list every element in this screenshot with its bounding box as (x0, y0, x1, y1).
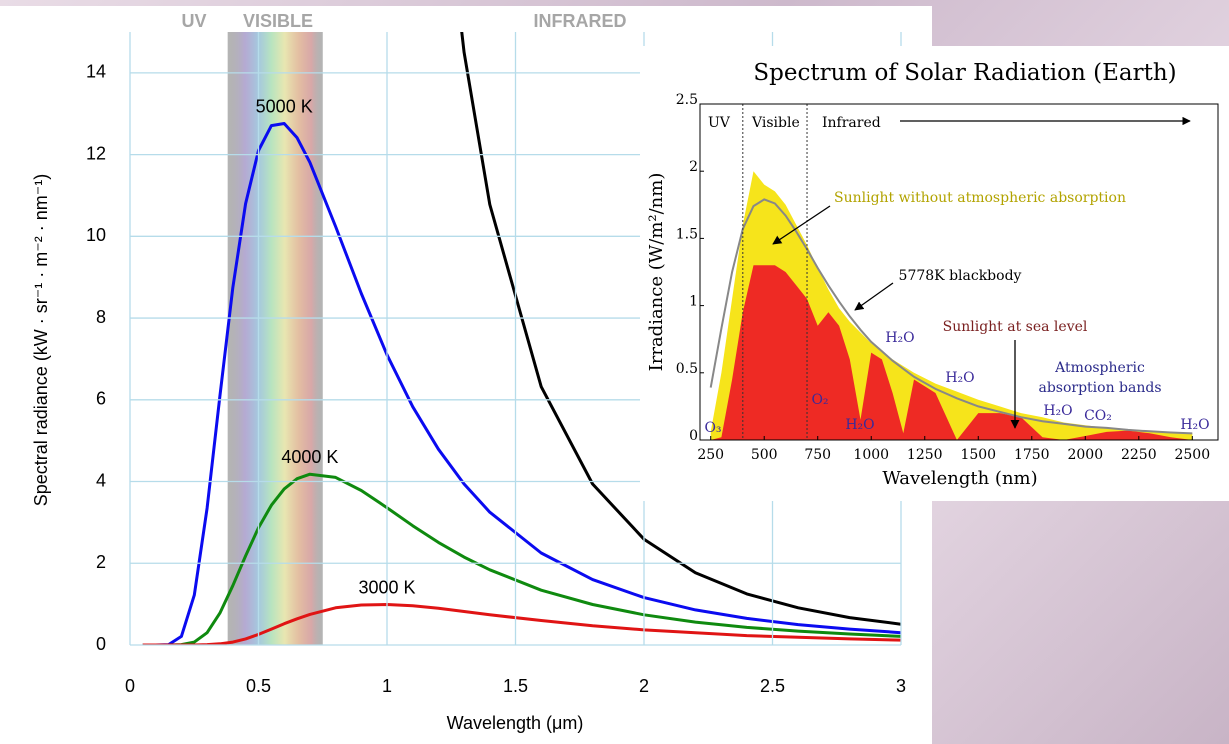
x-tick-label: 1 (382, 676, 392, 696)
y-tick-label: 0.5 (676, 361, 698, 377)
absorption-label: H₂O (1180, 417, 1209, 433)
x-tick-label: 1.5 (503, 676, 528, 696)
x-tick-label: 0.5 (246, 676, 271, 696)
band-note: absorption bands (1038, 380, 1161, 396)
x-tick-label: 2.5 (760, 676, 785, 696)
y-tick-label: 6 (96, 389, 106, 409)
absorption-label: H₂O (945, 370, 974, 386)
curve-label: 3000 K (358, 577, 415, 597)
curve-label: 5000 K (256, 96, 313, 116)
x-tick-label: 3 (896, 676, 906, 696)
y-tick-label: 0 (689, 428, 698, 444)
y-tick-label: 12 (86, 143, 106, 163)
region-label: UV (181, 11, 206, 31)
region-label: Visible (751, 115, 800, 131)
curve (142, 472, 901, 645)
y-axis-label: Irradiance (W/m²/nm) (646, 173, 667, 372)
x-tick-label: 750 (804, 447, 831, 463)
x-axis-label: Wavelength (nm) (882, 468, 1037, 489)
curve (709, 198, 1193, 435)
absorption-label: H₂O (885, 330, 914, 346)
x-axis-label: Wavelength (μm) (447, 713, 584, 733)
curve (142, 122, 901, 645)
series-annotation: Sunlight without atmospheric absorption (834, 190, 1126, 206)
y-tick-label: 1 (689, 294, 698, 310)
visible-band-spectrum (227, 32, 323, 645)
x-tick-label: 500 (751, 447, 778, 463)
plot-frame (699, 103, 1219, 441)
y-tick-label: 0 (96, 634, 106, 654)
x-tick-label: 1500 (960, 447, 996, 463)
absorption-label: H₂O (1043, 403, 1072, 419)
x-tick-label: 2000 (1067, 447, 1103, 463)
x-tick-label: 2250 (1121, 447, 1157, 463)
absorption-label: H₂O (845, 417, 874, 433)
absorption-label: O₂ (811, 392, 828, 408)
x-tick-label: 0 (125, 676, 135, 696)
y-tick-label: 1.5 (676, 226, 698, 242)
y-tick-label: 4 (96, 470, 106, 490)
x-tick-label: 2 (639, 676, 649, 696)
region-label: UV (708, 115, 731, 131)
y-tick-label: 8 (96, 307, 106, 327)
y-tick-label: 2 (689, 159, 698, 175)
y-tick-label: 2 (96, 552, 106, 572)
annotation-arrow (772, 205, 831, 245)
region-label: INFRARED (534, 11, 627, 31)
region-label: VISIBLE (243, 11, 313, 31)
y-tick-label: 14 (86, 62, 106, 82)
x-tick-label: 1750 (1014, 447, 1050, 463)
y-tick-label: 10 (86, 225, 106, 245)
absorption-label: CO₂ (1084, 408, 1112, 424)
chart-title: Spectrum of Solar Radiation (Earth) (753, 60, 1176, 86)
curve-label: 4000 K (281, 447, 338, 467)
inset-chart: Spectrum of Solar Radiation (Earth) 0 0.5 1… (646, 60, 1219, 489)
absorption-label: O₃ (704, 420, 721, 436)
annotation-arrow (854, 282, 894, 311)
band-note: Atmospheric (1054, 360, 1145, 376)
x-tick-label: 2500 (1174, 447, 1210, 463)
plot-area (709, 171, 1193, 440)
region-label: Infrared (822, 115, 881, 131)
area (710, 265, 1193, 440)
series-annotation: 5778K blackbody (899, 268, 1022, 284)
y-tick-label: 2.5 (676, 92, 698, 108)
y-axis-label: Spectral radiance (kW · sr⁻¹ · m⁻² · nm⁻… (31, 174, 51, 507)
x-tick-label: 1250 (907, 447, 943, 463)
x-tick-label: 1000 (853, 447, 889, 463)
x-tick-label: 250 (697, 447, 724, 463)
series-annotation: Sunlight at sea level (943, 319, 1088, 335)
